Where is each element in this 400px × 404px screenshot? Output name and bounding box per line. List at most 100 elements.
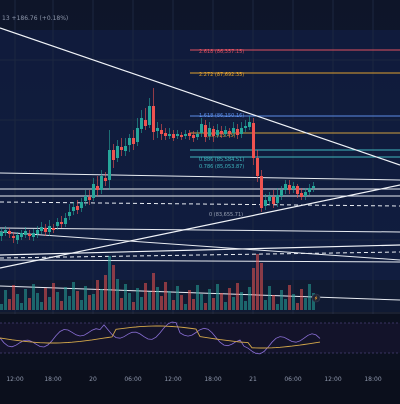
candle[interactable] [16,232,19,244]
candle[interactable] [176,130,179,139]
candle[interactable] [300,188,303,200]
candle[interactable] [112,144,115,168]
candle[interactable] [128,134,131,152]
candle[interactable] [256,150,259,182]
candle[interactable] [32,229,35,241]
candle[interactable] [172,130,175,141]
candle[interactable] [304,188,307,200]
candle[interactable] [296,184,299,198]
candle[interactable] [28,230,31,240]
candle[interactable] [52,224,55,233]
candle[interactable] [100,170,103,194]
volume-bar [56,292,59,310]
candle[interactable] [236,124,239,139]
candle[interactable] [268,192,271,205]
level-line-3[interactable] [0,227,400,233]
candle[interactable] [148,98,151,128]
lightning-icon[interactable] [311,293,321,303]
candle[interactable] [24,227,27,238]
resistance-line[interactable] [0,172,400,181]
candle[interactable] [48,220,51,236]
candle[interactable] [156,122,159,138]
trendlines[interactable] [0,27,400,269]
candle[interactable] [272,190,275,208]
volume-bar [176,286,179,310]
candle[interactable] [200,118,203,137]
level-line-4[interactable] [0,231,400,261]
candle[interactable] [136,118,139,146]
candle[interactable] [68,204,71,220]
candle[interactable] [212,126,215,142]
flat-trendline[interactable] [0,244,400,256]
candle[interactable] [140,110,143,133]
candle[interactable] [220,126,223,138]
candle[interactable] [192,131,195,142]
candle[interactable] [12,232,15,243]
horizontal-levels[interactable] [0,172,400,301]
candlesticks[interactable] [0,88,315,244]
candle[interactable] [108,130,111,190]
candle[interactable] [260,170,263,212]
dashed-level-1[interactable] [0,201,400,207]
candle[interactable] [96,176,99,196]
candle[interactable] [124,138,127,156]
candle[interactable] [0,228,3,241]
candle[interactable] [164,128,167,140]
candle[interactable] [244,120,247,132]
candle[interactable] [184,130,187,139]
candle[interactable] [20,230,23,240]
candle[interactable] [180,132,183,140]
candle[interactable] [92,178,95,201]
dashed-levels[interactable] [0,201,400,259]
candle[interactable] [240,122,243,138]
candle[interactable] [36,226,39,238]
candle[interactable] [224,126,227,137]
candle[interactable] [132,130,135,150]
candle[interactable] [248,116,251,130]
level-line-5[interactable] [0,259,400,263]
candle[interactable] [8,228,11,238]
candle[interactable] [284,180,287,194]
candle[interactable] [84,190,87,206]
candle[interactable] [308,184,311,195]
candle[interactable] [196,130,199,140]
candle[interactable] [232,122,235,136]
candle[interactable] [312,182,315,192]
candle[interactable] [280,186,283,200]
candle[interactable] [160,124,163,140]
candle[interactable] [292,182,295,193]
candle[interactable] [204,120,207,142]
candle-body [152,106,155,132]
candle[interactable] [288,180,291,194]
candle[interactable] [252,118,255,165]
candle[interactable] [152,88,155,140]
candle[interactable] [228,128,231,138]
ascending-trendline[interactable] [0,184,400,269]
candle[interactable] [208,122,211,140]
candle[interactable] [120,138,123,156]
candle[interactable] [276,188,279,207]
candle[interactable] [64,213,67,227]
candle[interactable] [264,194,267,210]
candle[interactable] [88,190,91,205]
candle[interactable] [40,222,43,234]
descending-trendline[interactable] [0,27,400,166]
candle[interactable] [216,124,219,138]
candle[interactable] [56,218,59,230]
candle[interactable] [188,130,191,140]
candle[interactable] [44,224,47,236]
candle[interactable] [104,172,107,186]
candle[interactable] [76,200,79,214]
candle-body [32,233,35,237]
candle[interactable] [80,198,83,212]
fib-label-1: (85,915.45) [206,133,235,139]
candle[interactable] [60,216,63,228]
candle[interactable] [144,108,147,130]
candle[interactable] [72,202,75,215]
candle[interactable] [4,226,7,236]
dashed-level-2[interactable] [0,251,400,259]
candle[interactable] [116,140,119,162]
candle[interactable] [168,128,171,139]
time-axis[interactable] [0,370,400,400]
